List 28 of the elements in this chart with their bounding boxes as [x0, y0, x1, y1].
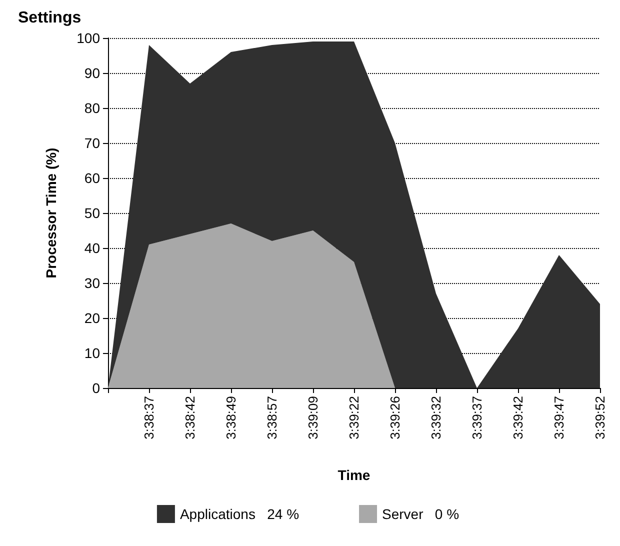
y-tick-label: 40	[84, 240, 100, 256]
x-tick-label: 3:38:42	[182, 396, 198, 440]
y-axis-title: Processor Time (%)	[43, 148, 59, 278]
text: Settings	[18, 10, 82, 26]
x-tick-label: 3:39:32	[428, 396, 444, 440]
x-tick-label: 3:39:47	[552, 396, 566, 440]
y-tick-label: 20	[84, 310, 100, 326]
legend-label: Applications 24 %	[180, 506, 300, 522]
y-tick-label: 70	[84, 135, 100, 151]
x-tick-label: 3:39:52	[592, 396, 608, 440]
y-tick-label: 30	[84, 275, 100, 291]
x-tick-label: 3:39:22	[346, 396, 362, 440]
x-tick-label: 3:39:37	[470, 396, 484, 440]
x-tick-label: 3:39:09	[306, 396, 320, 440]
x-tick-label: 3:38:37	[142, 396, 156, 440]
y-tick-label: 10	[84, 345, 100, 361]
x-tick-label: 3:39:26	[388, 396, 402, 440]
x-tick-label: 3:39:42	[510, 396, 526, 440]
x-axis-title: Time	[338, 467, 370, 483]
y-tick-label: 80	[84, 100, 100, 116]
y-tick-label: 60	[84, 170, 100, 186]
y-tick-label: 100	[76, 30, 100, 46]
y-tick-label: 90	[84, 65, 100, 81]
legend-label: Server 0 %	[382, 506, 460, 522]
x-tick-label: 3:38:49	[224, 396, 238, 440]
y-tick-label: 0	[92, 380, 100, 396]
y-tick-label: 50	[84, 205, 100, 221]
x-tick-label: 3:38:57	[264, 396, 280, 440]
